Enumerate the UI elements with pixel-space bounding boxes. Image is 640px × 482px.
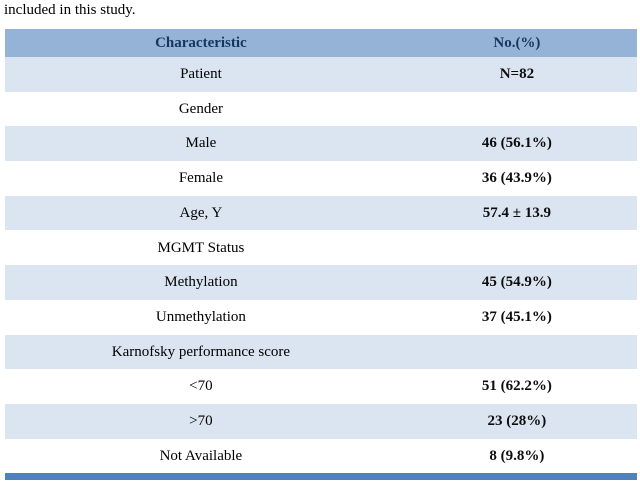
table-row: <70 51 (62.2%)	[5, 369, 637, 404]
row-label: Male	[185, 135, 217, 152]
row-value: 23 (28%)	[487, 412, 547, 429]
table-row: >70 23 (28%)	[5, 403, 637, 439]
table-row: Female 36 (43.9%)	[5, 161, 637, 196]
table-row: Patient N=82	[5, 57, 637, 92]
table-row: Unmethylation 37 (45.1%)	[5, 299, 637, 335]
table-row: Gender	[5, 91, 637, 127]
row-label: Unmethylation	[155, 308, 246, 325]
row-label: <70	[189, 378, 213, 395]
row-label: Gender	[178, 100, 223, 117]
patient-characteristics-table: Characteristic No.(%) Patient N=82 Gende…	[5, 29, 637, 481]
row-value: 36 (43.9%)	[481, 170, 552, 187]
row-label: >70	[189, 412, 213, 429]
table-row: MGMT Status	[5, 230, 637, 266]
table-row: Not Available 8 (9.8%)	[5, 438, 637, 474]
row-value: 57.4 ± 13.9	[482, 204, 552, 221]
row-label: MGMT Status	[157, 239, 245, 256]
table-row: Male 46 (56.1%)	[5, 126, 637, 162]
row-value: 8 (9.8%)	[489, 447, 545, 464]
table-row: Methylation 45 (54.9%)	[5, 265, 637, 300]
row-label: Female	[178, 170, 223, 187]
table-row: Age, Y 57.4 ± 13.9	[5, 195, 637, 231]
row-label: Patient	[180, 66, 222, 83]
row-label: Not Available	[159, 447, 243, 464]
row-label: Karnofsky performance score	[111, 343, 291, 360]
row-value: 46 (56.1%)	[481, 135, 552, 152]
row-label: Methylation	[164, 274, 238, 291]
row-value: 45 (54.9%)	[481, 274, 552, 291]
next-table-header-strip	[5, 473, 637, 481]
row-label: Age, Y	[179, 204, 223, 221]
table-header-row: Characteristic No.(%)	[5, 29, 637, 57]
row-value: 37 (45.1%)	[481, 308, 552, 325]
intro-text: included in this study.	[4, 2, 136, 18]
row-value: 51 (62.2%)	[481, 378, 552, 395]
row-value: N=82	[499, 66, 535, 83]
header-cell-characteristic: Characteristic	[155, 34, 247, 51]
header-cell-value: No.(%)	[493, 34, 541, 51]
table-row: Karnofsky performance score	[5, 334, 637, 370]
